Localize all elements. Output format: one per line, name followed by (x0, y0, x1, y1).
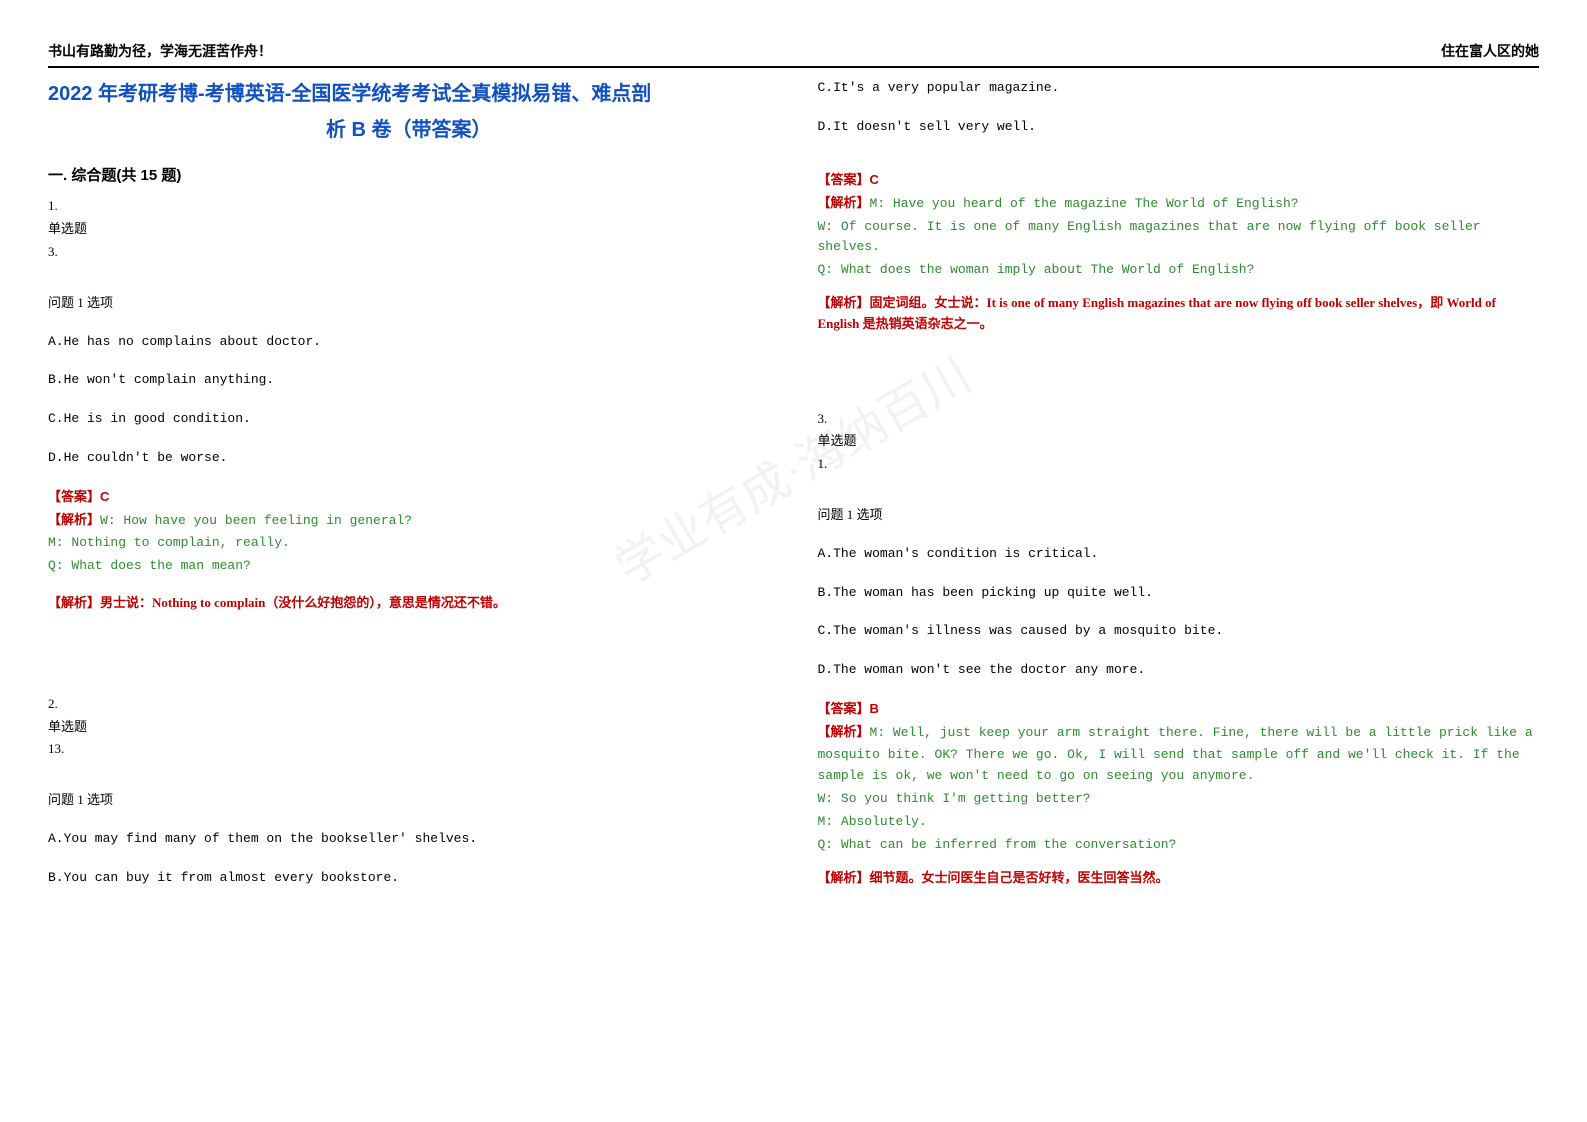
q2-dialog-w: W: Of course. It is one of many English … (818, 217, 1540, 259)
q1-option-d: D.He couldn't be worse. (48, 448, 770, 469)
q3-explain-text: 细节题。女士问医生自己是否好转，医生回答当然。 (870, 870, 1169, 885)
left-column: 2022 年考研考博-考博英语-全国医学统考考试全真模拟易错、难点剖 析 B 卷… (48, 78, 770, 906)
q1-jiexi-dialog-w: 【解析】W: How have you been feeling in gene… (48, 510, 770, 532)
q1-dialog-w: W: How have you been feeling in general? (100, 513, 412, 528)
q3-answer: 【答案】B (818, 699, 1540, 720)
header-bar: 书山有路勤为径，学海无涯苦作舟！ 住在富人区的她 (48, 40, 1539, 68)
question-2-start: 2. 单选题 13. 问题 1 选项 A.You may find many o… (48, 694, 770, 889)
q2-explain-text: 固定词组。女士说：It is one of many English magaz… (818, 295, 1496, 331)
q2-option-d: D.It doesn't sell very well. (818, 117, 1540, 138)
question-1: 1. 单选题 3. 问题 1 选项 A.He has no complains … (48, 196, 770, 613)
q3-option-a: A.The woman's condition is critical. (818, 544, 1540, 565)
two-column-layout: 2022 年考研考博-考博英语-全国医学统考考试全真模拟易错、难点剖 析 B 卷… (48, 78, 1539, 906)
right-column: C.It's a very popular magazine. D.It doe… (818, 78, 1540, 906)
q3-jiexi-dialog-m1: 【解析】M: Well, just keep your arm straight… (818, 722, 1540, 787)
q2-answer: 【答案】C (818, 170, 1540, 191)
q3-dialog-m1: M: Well, just keep your arm straight the… (818, 725, 1533, 784)
q3-jiexi-label: 【解析】 (818, 724, 870, 739)
q3-explain: 【解析】细节题。女士问医生自己是否好转，医生回答当然。 (818, 868, 1540, 889)
q2-explain-label: 【解析】 (818, 295, 870, 310)
q3-option-b: B.The woman has been picking up quite we… (818, 583, 1540, 604)
header-right: 住在富人区的她 (1441, 40, 1539, 62)
q1-option-a: A.He has no complains about doctor. (48, 332, 770, 353)
q2-jiexi-dialog-m: 【解析】M: Have you heard of the magazine Th… (818, 193, 1540, 215)
q1-subnumber: 3. (48, 242, 770, 263)
q1-prompt-label: 问题 1 选项 (48, 293, 770, 314)
q2-prompt-label: 问题 1 选项 (48, 790, 770, 811)
q2-subnumber: 13. (48, 739, 770, 760)
q2-dialog-m: M: Have you heard of the magazine The Wo… (870, 196, 1299, 211)
q1-jiexi-label: 【解析】 (48, 512, 100, 527)
q1-type: 单选题 (48, 219, 770, 240)
q3-dialog-w: W: So you think I'm getting better? (818, 789, 1540, 810)
q1-option-c: C.He is in good condition. (48, 409, 770, 430)
section-heading: 一. 综合题(共 15 题) (48, 164, 770, 188)
q2-option-a: A.You may find many of them on the books… (48, 829, 770, 850)
q1-answer: 【答案】C (48, 487, 770, 508)
q3-subnumber: 1. (818, 454, 1540, 475)
q1-dialog-m: M: Nothing to complain, really. (48, 533, 770, 554)
q3-explain-label: 【解析】 (818, 870, 870, 885)
q3-option-d: D.The woman won't see the doctor any mor… (818, 660, 1540, 681)
q3-option-c: C.The woman's illness was caused by a mo… (818, 621, 1540, 642)
q2-dialog-q: Q: What does the woman imply about The W… (818, 260, 1540, 281)
q3-dialog-m2: M: Absolutely. (818, 812, 1540, 833)
q2-number: 2. (48, 694, 770, 715)
q2-jiexi-label: 【解析】 (818, 195, 870, 210)
question-3: 3. 单选题 1. 问题 1 选项 A.The woman's conditio… (818, 409, 1540, 889)
q3-number: 3. (818, 409, 1540, 430)
q1-dialog-q: Q: What does the man mean? (48, 556, 770, 577)
q1-option-b: B.He won't complain anything. (48, 370, 770, 391)
doc-title-line2: 析 B 卷（带答案） (48, 114, 770, 146)
q3-dialog-q: Q: What can be inferred from the convers… (818, 835, 1540, 856)
q3-prompt-label: 问题 1 选项 (818, 505, 1540, 526)
q2-option-c: C.It's a very popular magazine. (818, 78, 1540, 99)
q2-option-b: B.You can buy it from almost every books… (48, 868, 770, 889)
q3-type: 单选题 (818, 431, 1540, 452)
header-left: 书山有路勤为径，学海无涯苦作舟！ (48, 40, 272, 62)
q2-type: 单选题 (48, 717, 770, 738)
q2-explain: 【解析】固定词组。女士说：It is one of many English m… (818, 293, 1540, 335)
doc-title-line1: 2022 年考研考博-考博英语-全国医学统考考试全真模拟易错、难点剖 (48, 78, 770, 110)
q1-explain: 【解析】男士说：Nothing to complain（没什么好抱怨的），意思是… (48, 593, 770, 614)
q1-number: 1. (48, 196, 770, 217)
